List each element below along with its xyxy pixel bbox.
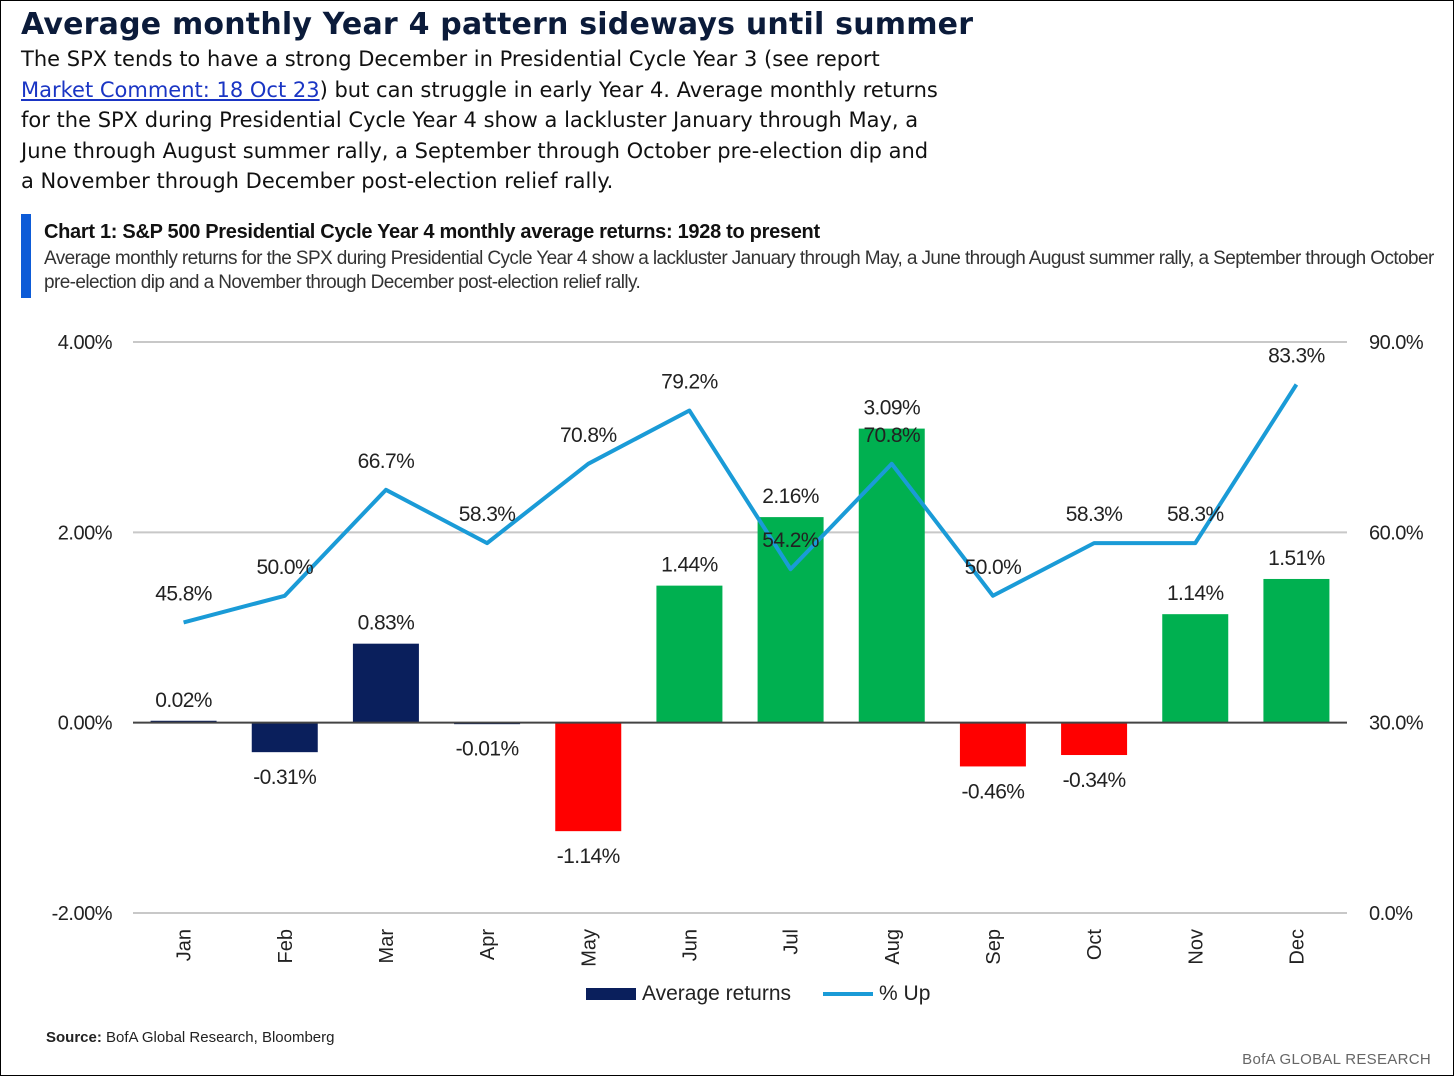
line-series [183,383,1299,625]
category-label-apr: Apr [477,929,499,960]
source-label: Source: [46,1029,102,1046]
pct-up-value-label: 66.7% [358,450,415,473]
category-label-nov: Nov [1185,929,1207,965]
pct-up-value-label: 79.2% [661,371,718,394]
category-label-oct: Oct [1084,929,1106,961]
category-label-dec: Dec [1286,929,1308,965]
pct-up-value-label: 70.8% [863,424,920,447]
bar-mar [352,643,419,723]
category-label-may: May [578,929,600,967]
category-label-jul: Jul [781,929,803,955]
chart-title: Chart 1: S&P 500 Presidential Cycle Year… [44,221,820,243]
bar-nov [1162,614,1229,723]
pct-up-value-label: 50.0% [256,556,313,579]
bar-oct [1061,722,1128,756]
pct-up-value-label: 45.8% [155,582,212,605]
bar-jul [757,517,824,723]
legend-swatch-average-returns [586,988,636,1000]
source-note: Source: BofA Global Research, Bloomberg [46,1029,335,1046]
pct-up-value-label: 54.2% [762,529,819,552]
bar-value-label: 0.83% [358,612,415,635]
category-label-sep: Sep [983,929,1005,965]
gridlines [133,341,1347,914]
bar-feb [251,722,318,753]
right-axis-tick-label: 0.0% [1369,903,1413,925]
category-label-mar: Mar [376,929,398,964]
pct-up-value-label: 83.3% [1268,345,1325,368]
bar-value-label: -0.34% [1063,769,1126,792]
legend: Average returns % Up [586,981,930,1007]
bar-value-label: -0.46% [961,780,1024,803]
legend-label-pct-up: % Up [879,982,931,1005]
bar-value-label: 1.51% [1268,547,1325,570]
left-axis-tick-label: 4.00% [58,332,113,354]
bar-series [150,428,1330,832]
bar-value-label: 2.16% [762,485,819,508]
category-label-jun: Jun [679,929,701,961]
right-axis: 0.0% 30.0% 60.0% 90.0% [1369,332,1424,925]
pct-up-value-label: 58.3% [1066,503,1123,526]
left-axis-tick-label: 2.00% [58,522,113,544]
bar-value-label: -0.01% [456,738,519,761]
bar-sep [959,722,1026,767]
bar-jun [656,585,723,723]
legend-label-average-returns: Average returns [642,982,792,1005]
bar-value-label: 3.09% [863,397,920,420]
bar-value-label: 1.44% [661,554,718,577]
bar-value-label: 1.14% [1167,582,1224,605]
pct-up-value-label: 58.3% [1167,503,1224,526]
right-axis-tick-label: 30.0% [1369,713,1424,735]
bar-value-label: 0.02% [155,689,212,712]
right-axis-tick-label: 60.0% [1369,522,1424,544]
legend-swatch-pct-up [823,992,874,996]
pct-up-value-label: 70.8% [560,424,617,447]
intro-paragraph: The SPX tends to have a strong December … [21,44,941,197]
category-axis: Jan Feb Mar Apr May Jun Jul Aug Sep Oct Nov Dec [174,929,1309,967]
left-axis: -2.00% 0.00% 2.00% 4.00% [52,332,114,925]
footer-brand: BofA GLOBAL RESEARCH [1242,1051,1431,1068]
intro-text-after: ) but can struggle in early Year 4. Aver… [21,77,938,194]
chart-title-accent-bar [21,214,31,298]
headline: Average monthly Year 4 pattern sideways … [21,7,974,42]
bar-value-label: -0.31% [253,766,316,789]
bar-value-label: -1.14% [557,845,620,868]
bar-data-labels: 0.02% -0.31% 0.83% -0.01% -1.14% 1.44% 2.16% 3.… [155,397,1325,869]
market-comment-link[interactable]: Market Comment: 18 Oct 23 [21,77,320,102]
bar-aug [858,428,925,723]
bar-dec [1263,578,1330,723]
source-text: BofA Global Research, Bloomberg [106,1029,335,1046]
line-data-labels: 45.8% 50.0% 66.7% 58.3% 70.8% 79.2% 54.2% 70.8%… [155,345,1325,606]
category-label-aug: Aug [882,929,904,965]
left-axis-tick-label: -2.00% [52,903,113,925]
bar-may [555,722,622,832]
category-label-feb: Feb [275,929,297,963]
category-label-jan: Jan [174,929,196,961]
left-axis-tick-label: 0.00% [58,713,113,735]
chart-subtitle: Average monthly returns for the SPX duri… [44,248,1434,293]
intro-text-before: The SPX tends to have a strong December … [21,47,880,71]
pct-up-value-label: 50.0% [965,556,1022,579]
right-axis-tick-label: 90.0% [1369,332,1424,354]
pct-up-value-label: 58.3% [459,503,516,526]
pct-up-line [183,383,1299,625]
